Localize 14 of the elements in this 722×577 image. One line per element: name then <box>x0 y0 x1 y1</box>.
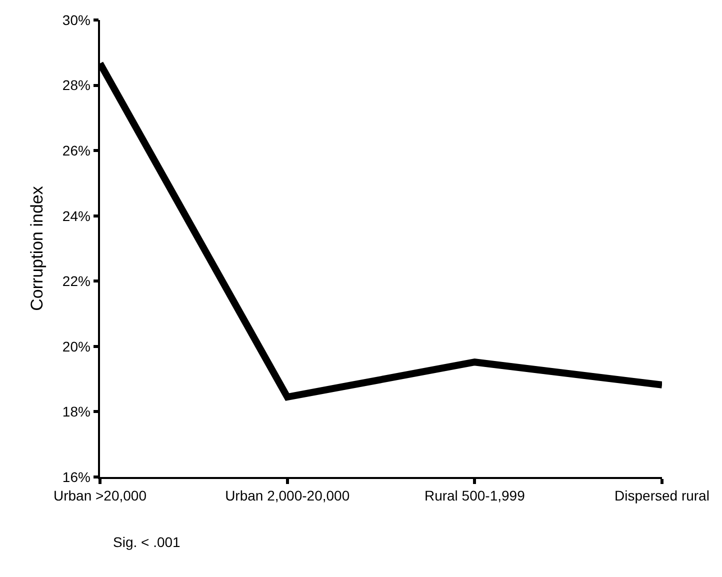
x-tick-label: Urban 2,000-20,000 <box>225 488 350 504</box>
y-tick-label: 16% <box>62 468 90 485</box>
y-axis-title: Corruption index <box>27 186 46 311</box>
y-tick-label: 18% <box>62 404 90 420</box>
y-tick-label: 30% <box>62 12 90 28</box>
y-tick-label: 22% <box>62 273 90 290</box>
y-tick-label: 28% <box>62 77 90 94</box>
y-tick-label: 24% <box>62 208 90 224</box>
y-tick-label: 26% <box>62 142 90 158</box>
text: Sig. < .001 <box>113 534 181 550</box>
y-tick-label: 20% <box>62 338 90 354</box>
x-tick-label: Rural 500-1,999 <box>424 488 526 504</box>
x-tick-label: Dispersed rural <box>614 488 710 504</box>
x-tick-label: Urban >20,000 <box>53 488 147 504</box>
